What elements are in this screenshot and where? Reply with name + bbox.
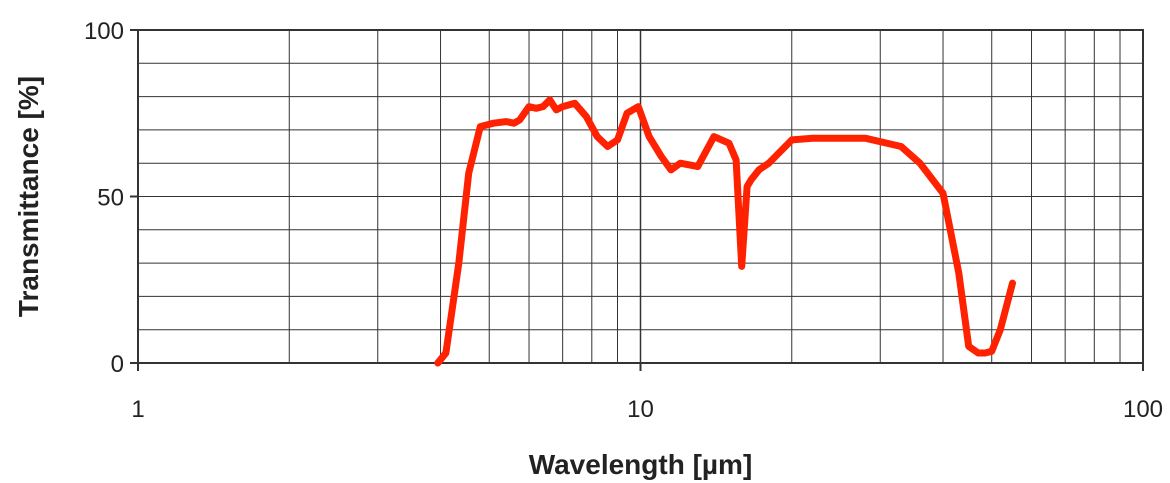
tick-labels: 0 50 100 1 10 100: [84, 18, 1163, 423]
x-tick-label: 1: [131, 396, 144, 423]
y-tick-label: 100: [84, 18, 124, 45]
y-tick-label: 50: [97, 185, 124, 212]
x-tick-label: 10: [627, 396, 654, 423]
y-tick-label: 0: [111, 351, 124, 378]
grid-lines: [138, 30, 1143, 363]
x-axis-title: Wavelength [µm]: [529, 449, 753, 480]
y-axis-title: Transmittance [%]: [13, 76, 44, 317]
x-tick-label: 100: [1123, 396, 1163, 423]
transmittance-series-line: [434, 96, 1016, 367]
series-layer: [434, 96, 1016, 367]
